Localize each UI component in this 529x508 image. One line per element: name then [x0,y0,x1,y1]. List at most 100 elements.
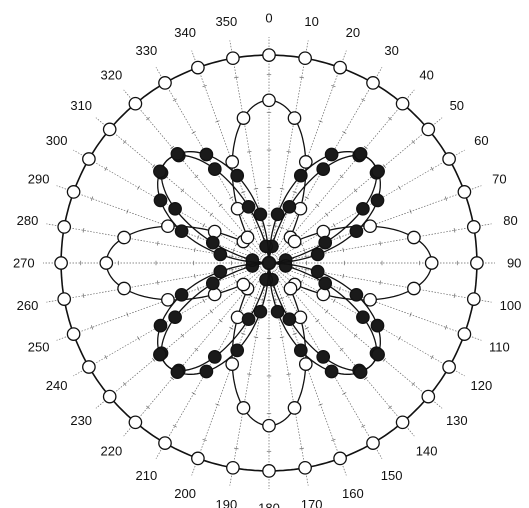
data-point [316,162,331,176]
data-point [153,347,167,362]
spoke-tick [292,191,297,194]
data-point [318,276,333,291]
spoke-tick [197,235,200,240]
data-point [168,201,182,216]
data-point [153,193,168,208]
data-point [128,415,143,430]
spoke-tick [215,403,220,406]
data-point [407,281,421,296]
spoke-tick [241,191,246,194]
spoke-tick [172,424,177,428]
spoke-tick [194,174,199,179]
spoke-tick [379,280,382,285]
data-point [66,327,81,341]
spoke-tick [234,447,239,450]
data-point [213,247,228,262]
angle-label-320: 320 [101,68,123,83]
data-point [370,193,385,208]
angle-label-20: 20 [346,25,360,40]
angle-label-180: 180 [258,501,280,508]
spoke-tick [247,373,252,376]
series-0 [54,48,484,478]
spoke-tick [379,241,382,246]
data-point [353,147,368,161]
spoke-tick [303,247,306,253]
spoke-tick [304,326,309,330]
data-point [161,292,175,307]
spoke-tick [299,76,304,79]
data-point [66,185,81,199]
data-point [283,281,298,296]
data-point [298,155,313,169]
data-point [324,364,339,379]
spoke-tick [279,336,285,338]
spoke-tick [151,357,156,362]
spoke-tick [229,196,234,200]
data-point [207,224,222,239]
data-point [324,147,339,162]
spoke-tick [444,196,448,201]
angle-label-30: 30 [384,43,398,58]
data-point [287,401,302,415]
data-point [225,357,240,371]
data-point [230,310,245,325]
data-point [199,147,214,162]
data-point [293,343,308,358]
angle-label-60: 60 [474,133,488,148]
data-point [466,220,481,234]
data-point [57,220,72,234]
spoke-tick [82,293,85,298]
spoke-tick [430,355,434,360]
spoke-tick [338,235,341,240]
data-point [174,287,189,302]
spoke-tick [209,309,213,314]
spoke-tick [286,373,291,376]
spoke-tick [363,145,368,150]
angle-label-260: 260 [17,298,39,313]
data-point [82,152,96,166]
data-point [191,60,205,75]
spoke-tick [170,376,175,381]
data-point [287,234,302,249]
data-point [421,389,436,404]
spoke-tick [388,117,392,121]
spoke-tick [241,332,246,335]
spoke-tick [453,293,456,298]
data-point [170,365,185,379]
data-point [170,147,185,161]
spoke-tick [388,405,392,409]
spoke-tick [332,298,336,303]
data-point [191,451,205,466]
data-point [199,364,214,379]
data-point [424,256,439,270]
spoke-tick [123,382,127,386]
data-point [298,460,312,475]
spoke-tick [363,376,368,381]
series-3 [153,147,385,379]
spoke-tick [82,228,85,233]
angle-label-110: 110 [489,339,510,354]
data-point [230,343,245,358]
spoke-tick [353,188,358,193]
spoke-tick [126,209,129,214]
spoke-tick [202,223,206,228]
spoke-tick [279,188,285,190]
data-point [316,350,331,364]
spoke-tick [253,336,259,338]
spoke-tick [229,326,234,330]
spoke-tick [318,120,323,123]
data-point [207,350,222,364]
data-point [241,312,256,327]
spoke-tick [253,226,259,229]
data-point [241,199,256,214]
data-point [316,224,331,239]
spoke-tick [253,297,259,300]
data-point [213,264,228,279]
spoke-tick [286,150,291,153]
spoke-tick [90,196,94,201]
spoke-tick [104,166,108,171]
data-point [293,168,308,183]
data-point [442,360,456,374]
data-point [356,310,370,325]
